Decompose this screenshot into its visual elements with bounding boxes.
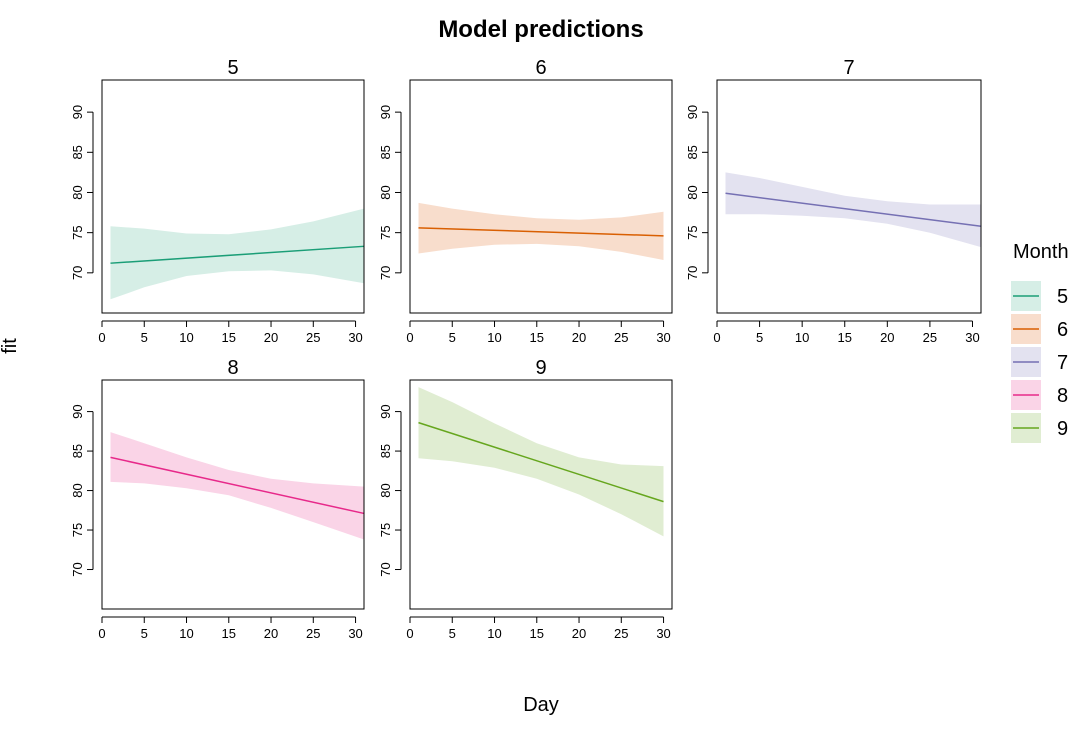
x-tick-label: 5	[449, 626, 456, 641]
legend-title: Month	[1013, 241, 1069, 263]
y-tick-label: 90	[70, 105, 85, 119]
fit-line-month-9	[418, 421, 664, 503]
x-tick-label: 20	[572, 626, 586, 641]
y-tick-label: 80	[378, 185, 393, 199]
x-tick-label: 15	[222, 330, 236, 345]
x-tick-label: 25	[614, 330, 628, 345]
legend-label: 6	[1057, 319, 1068, 341]
y-tick-label: 90	[685, 105, 700, 119]
x-tick-label: 20	[572, 330, 586, 345]
panel-title: 7	[843, 57, 854, 79]
y-tick-label: 70	[70, 562, 85, 576]
x-tick-label: 15	[222, 626, 236, 641]
fit-line-month-7	[725, 192, 982, 227]
y-tick-label: 70	[685, 266, 700, 280]
x-tick-label: 10	[179, 626, 193, 641]
legend-item-month-7: 7	[1011, 347, 1068, 377]
panel-title: 6	[535, 57, 546, 79]
y-tick-label: 75	[685, 225, 700, 239]
panel-frame	[716, 79, 982, 314]
legend-label: 7	[1057, 352, 1068, 374]
y-tick-label: 80	[70, 483, 85, 497]
x-tick-label: 30	[965, 330, 979, 345]
x-tick-label: 30	[656, 626, 670, 641]
y-tick-label: 90	[378, 105, 393, 119]
legend-label: 9	[1057, 418, 1068, 440]
x-tick-label: 20	[880, 330, 894, 345]
y-tick-label: 85	[378, 145, 393, 159]
panel-title: 8	[227, 357, 238, 379]
fit-line-month-5	[110, 245, 365, 264]
x-tick-label: 30	[656, 330, 670, 345]
y-tick-label: 85	[70, 444, 85, 458]
x-tick-label: 25	[614, 626, 628, 641]
x-tick-label: 0	[406, 626, 413, 641]
y-tick-label: 80	[378, 483, 393, 497]
x-tick-label: 10	[179, 330, 193, 345]
x-tick-label: 15	[838, 330, 852, 345]
x-tick-label: 10	[487, 330, 501, 345]
panel-month-5: 5 0 5 10 15 20 25 30 70 75 80 85 90	[70, 57, 365, 345]
y-tick-label: 85	[378, 444, 393, 458]
x-tick-label: 5	[756, 330, 763, 345]
y-tick-label: 75	[70, 523, 85, 537]
x-tick-label: 30	[348, 626, 362, 641]
x-tick-label: 15	[530, 626, 544, 641]
x-tick-label: 25	[306, 626, 320, 641]
x-tick-label: 20	[264, 330, 278, 345]
x-tick-label: 5	[141, 330, 148, 345]
x-tick-label: 10	[487, 626, 501, 641]
legend-item-month-6: 6	[1011, 314, 1068, 344]
x-tick-label: 0	[98, 330, 105, 345]
panel-title: 9	[535, 357, 546, 379]
y-tick-label: 75	[378, 225, 393, 239]
x-tick-label: 25	[923, 330, 937, 345]
x-tick-label: 10	[795, 330, 809, 345]
panel-frame	[409, 379, 673, 610]
y-tick-label: 70	[378, 266, 393, 280]
legend-label: 5	[1057, 286, 1068, 308]
legend-item-month-8: 8	[1011, 380, 1068, 410]
legend-label: 8	[1057, 385, 1068, 407]
panel-frame	[409, 79, 673, 314]
y-tick-label: 90	[70, 404, 85, 418]
x-tick-label: 0	[713, 330, 720, 345]
y-tick-label: 80	[685, 185, 700, 199]
y-tick-label: 85	[70, 145, 85, 159]
x-tick-label: 20	[264, 626, 278, 641]
chart-title: Model predictions	[438, 16, 643, 43]
panel-frame	[101, 79, 365, 314]
fit-line-month-8	[110, 456, 365, 515]
x-tick-label: 15	[530, 330, 544, 345]
legend-item-month-5: 5	[1011, 281, 1068, 311]
legend: Month 5 6 7 8 9	[1011, 241, 1069, 443]
y-tick-label: 75	[378, 523, 393, 537]
panel-month-6: 6 0 5 10 15 20 25 30 70 75 80 85 90	[378, 57, 673, 345]
confidence-band-month-5	[110, 208, 364, 300]
x-axis-label: Day	[523, 694, 559, 716]
legend-item-month-9: 9	[1011, 413, 1068, 443]
panel-title: 5	[227, 57, 238, 79]
y-tick-label: 90	[378, 404, 393, 418]
y-tick-label: 75	[70, 225, 85, 239]
y-tick-label: 85	[685, 145, 700, 159]
x-tick-label: 30	[348, 330, 362, 345]
x-tick-label: 0	[406, 330, 413, 345]
y-tick-label: 80	[70, 185, 85, 199]
x-tick-label: 5	[449, 330, 456, 345]
x-tick-label: 25	[306, 330, 320, 345]
x-tick-label: 5	[141, 626, 148, 641]
y-axis-label: fit	[0, 338, 21, 354]
y-tick-label: 70	[70, 266, 85, 280]
y-tick-label: 70	[378, 562, 393, 576]
panel-frame	[101, 379, 365, 610]
fit-line-month-6	[418, 227, 664, 237]
x-tick-label: 0	[98, 626, 105, 641]
